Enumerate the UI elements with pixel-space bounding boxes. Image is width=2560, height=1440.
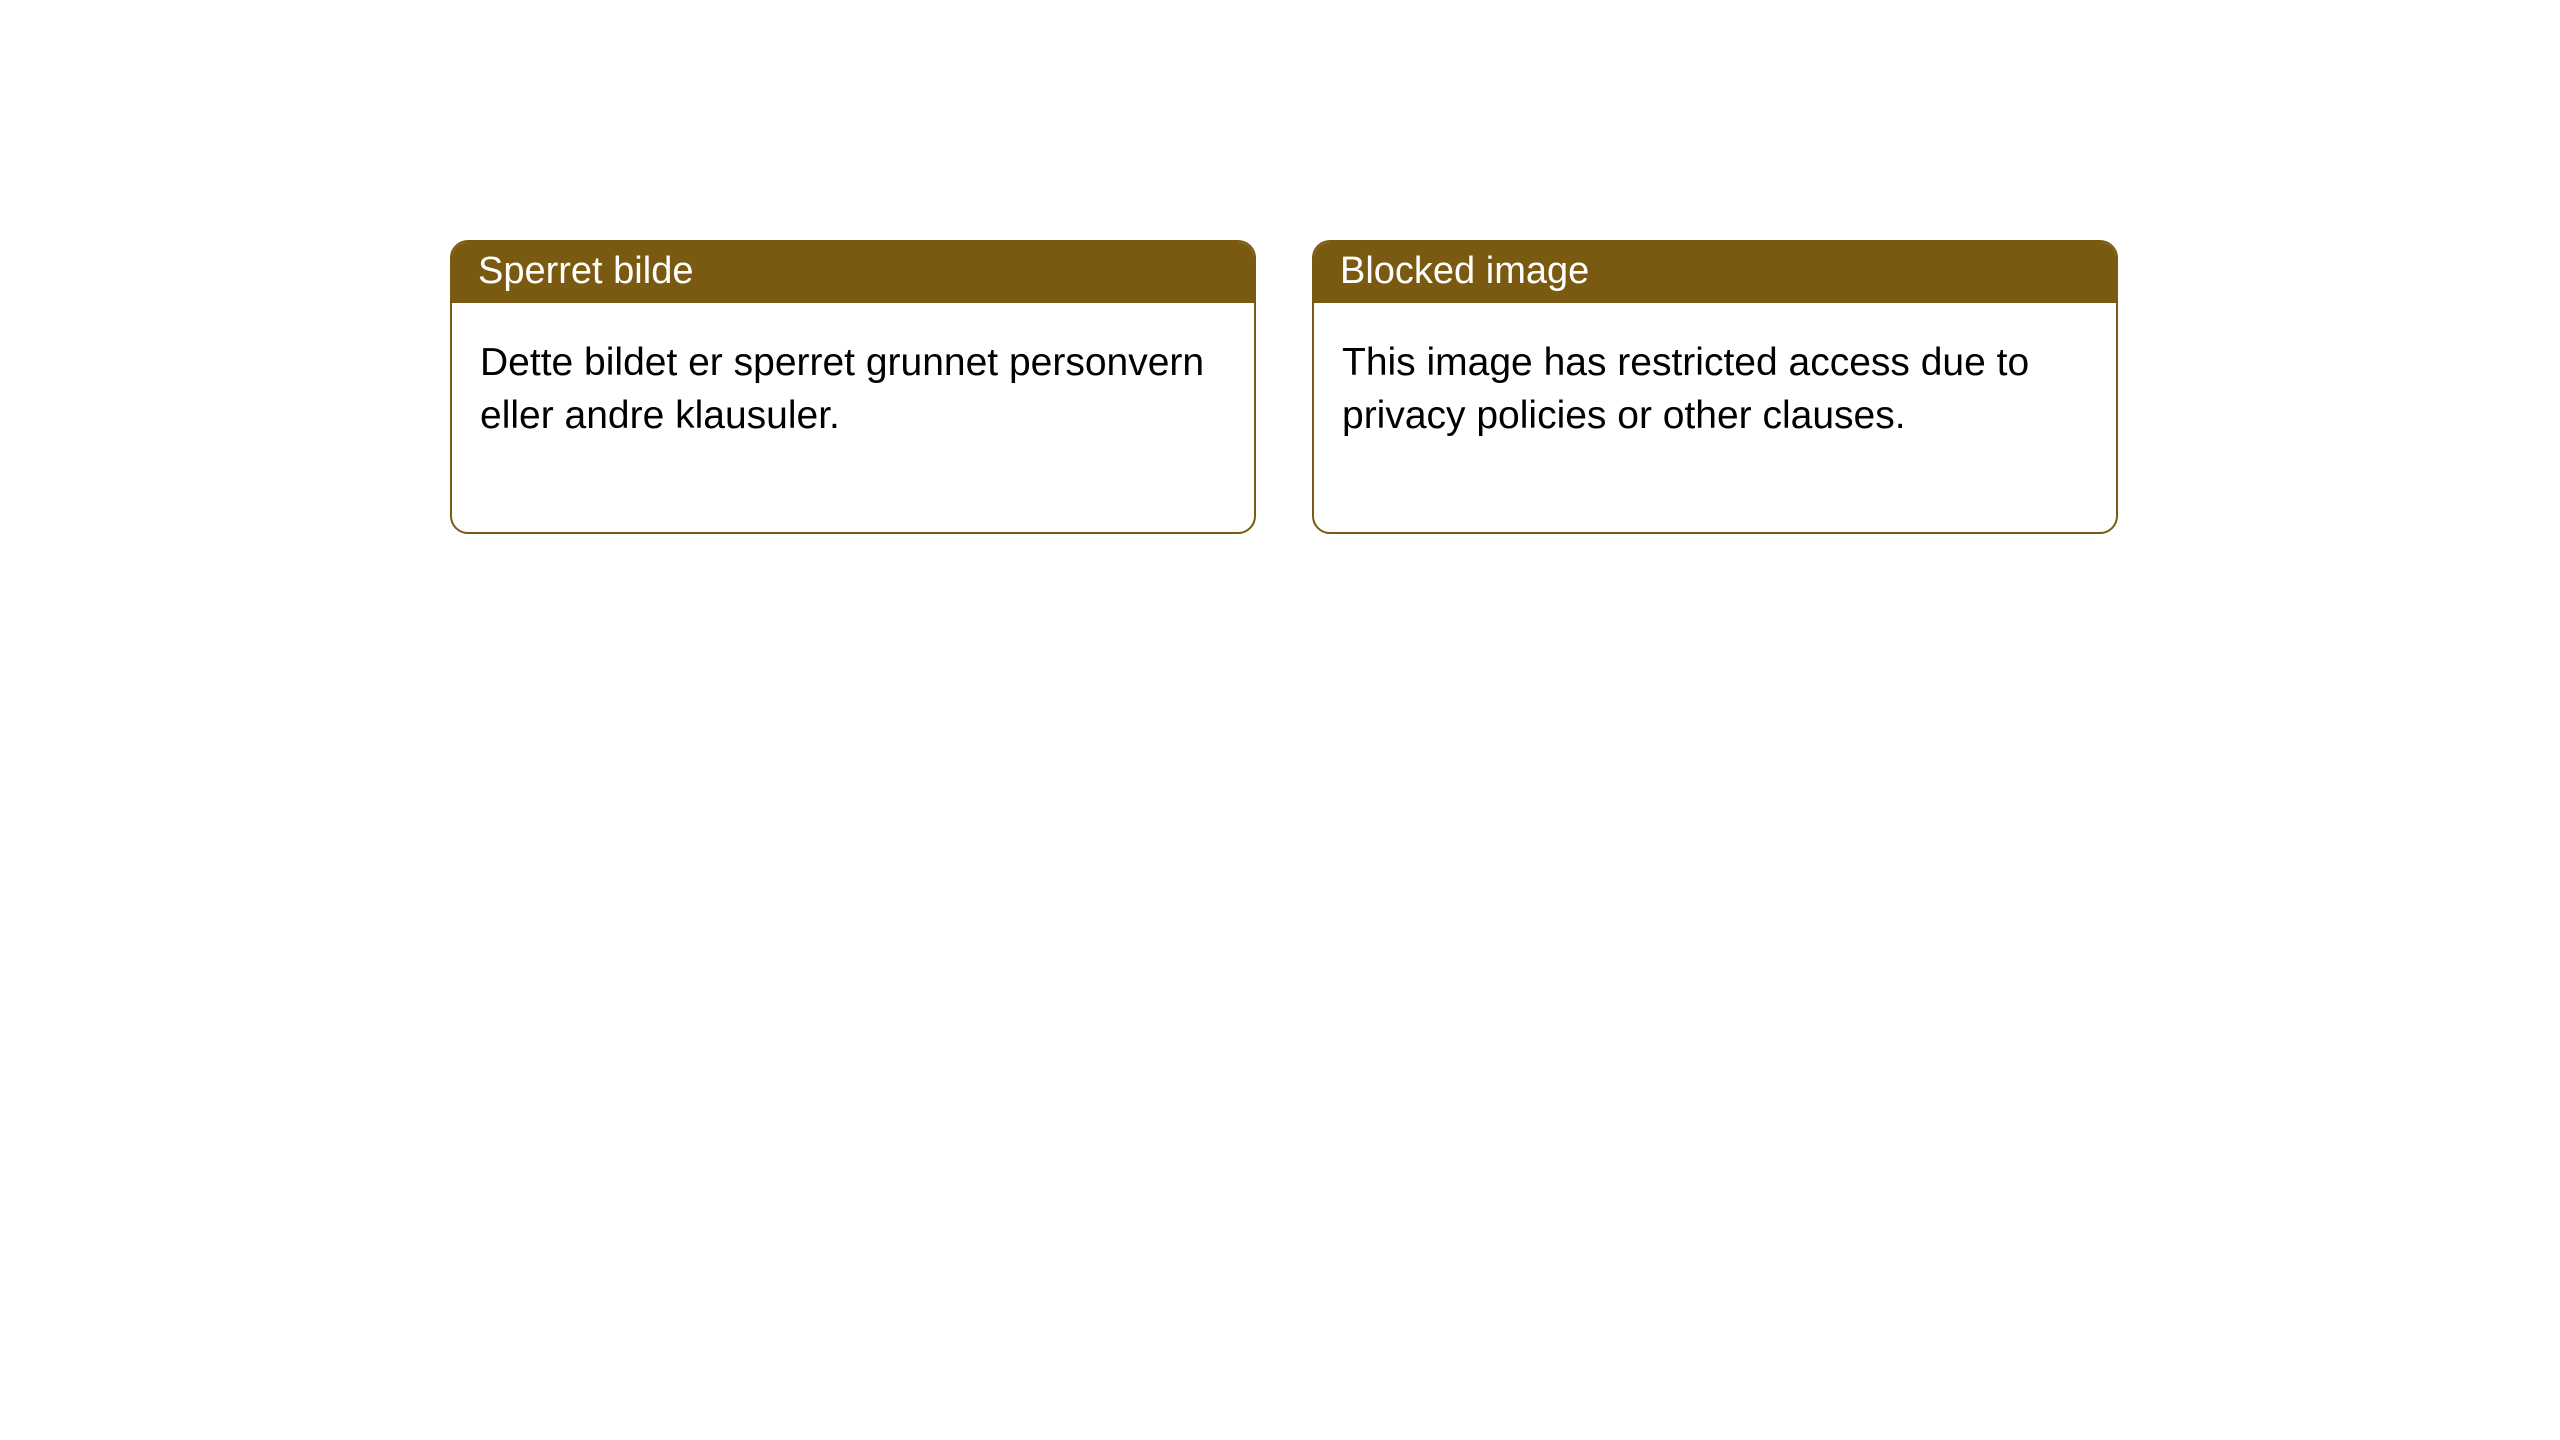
notice-body: This image has restricted access due to … (1314, 303, 2116, 532)
notice-header: Blocked image (1314, 242, 2116, 303)
notice-card-norwegian: Sperret bilde Dette bildet er sperret gr… (450, 240, 1256, 534)
notice-body: Dette bildet er sperret grunnet personve… (452, 303, 1254, 532)
notice-container: Sperret bilde Dette bildet er sperret gr… (0, 0, 2560, 534)
notice-header: Sperret bilde (452, 242, 1254, 303)
notice-card-english: Blocked image This image has restricted … (1312, 240, 2118, 534)
